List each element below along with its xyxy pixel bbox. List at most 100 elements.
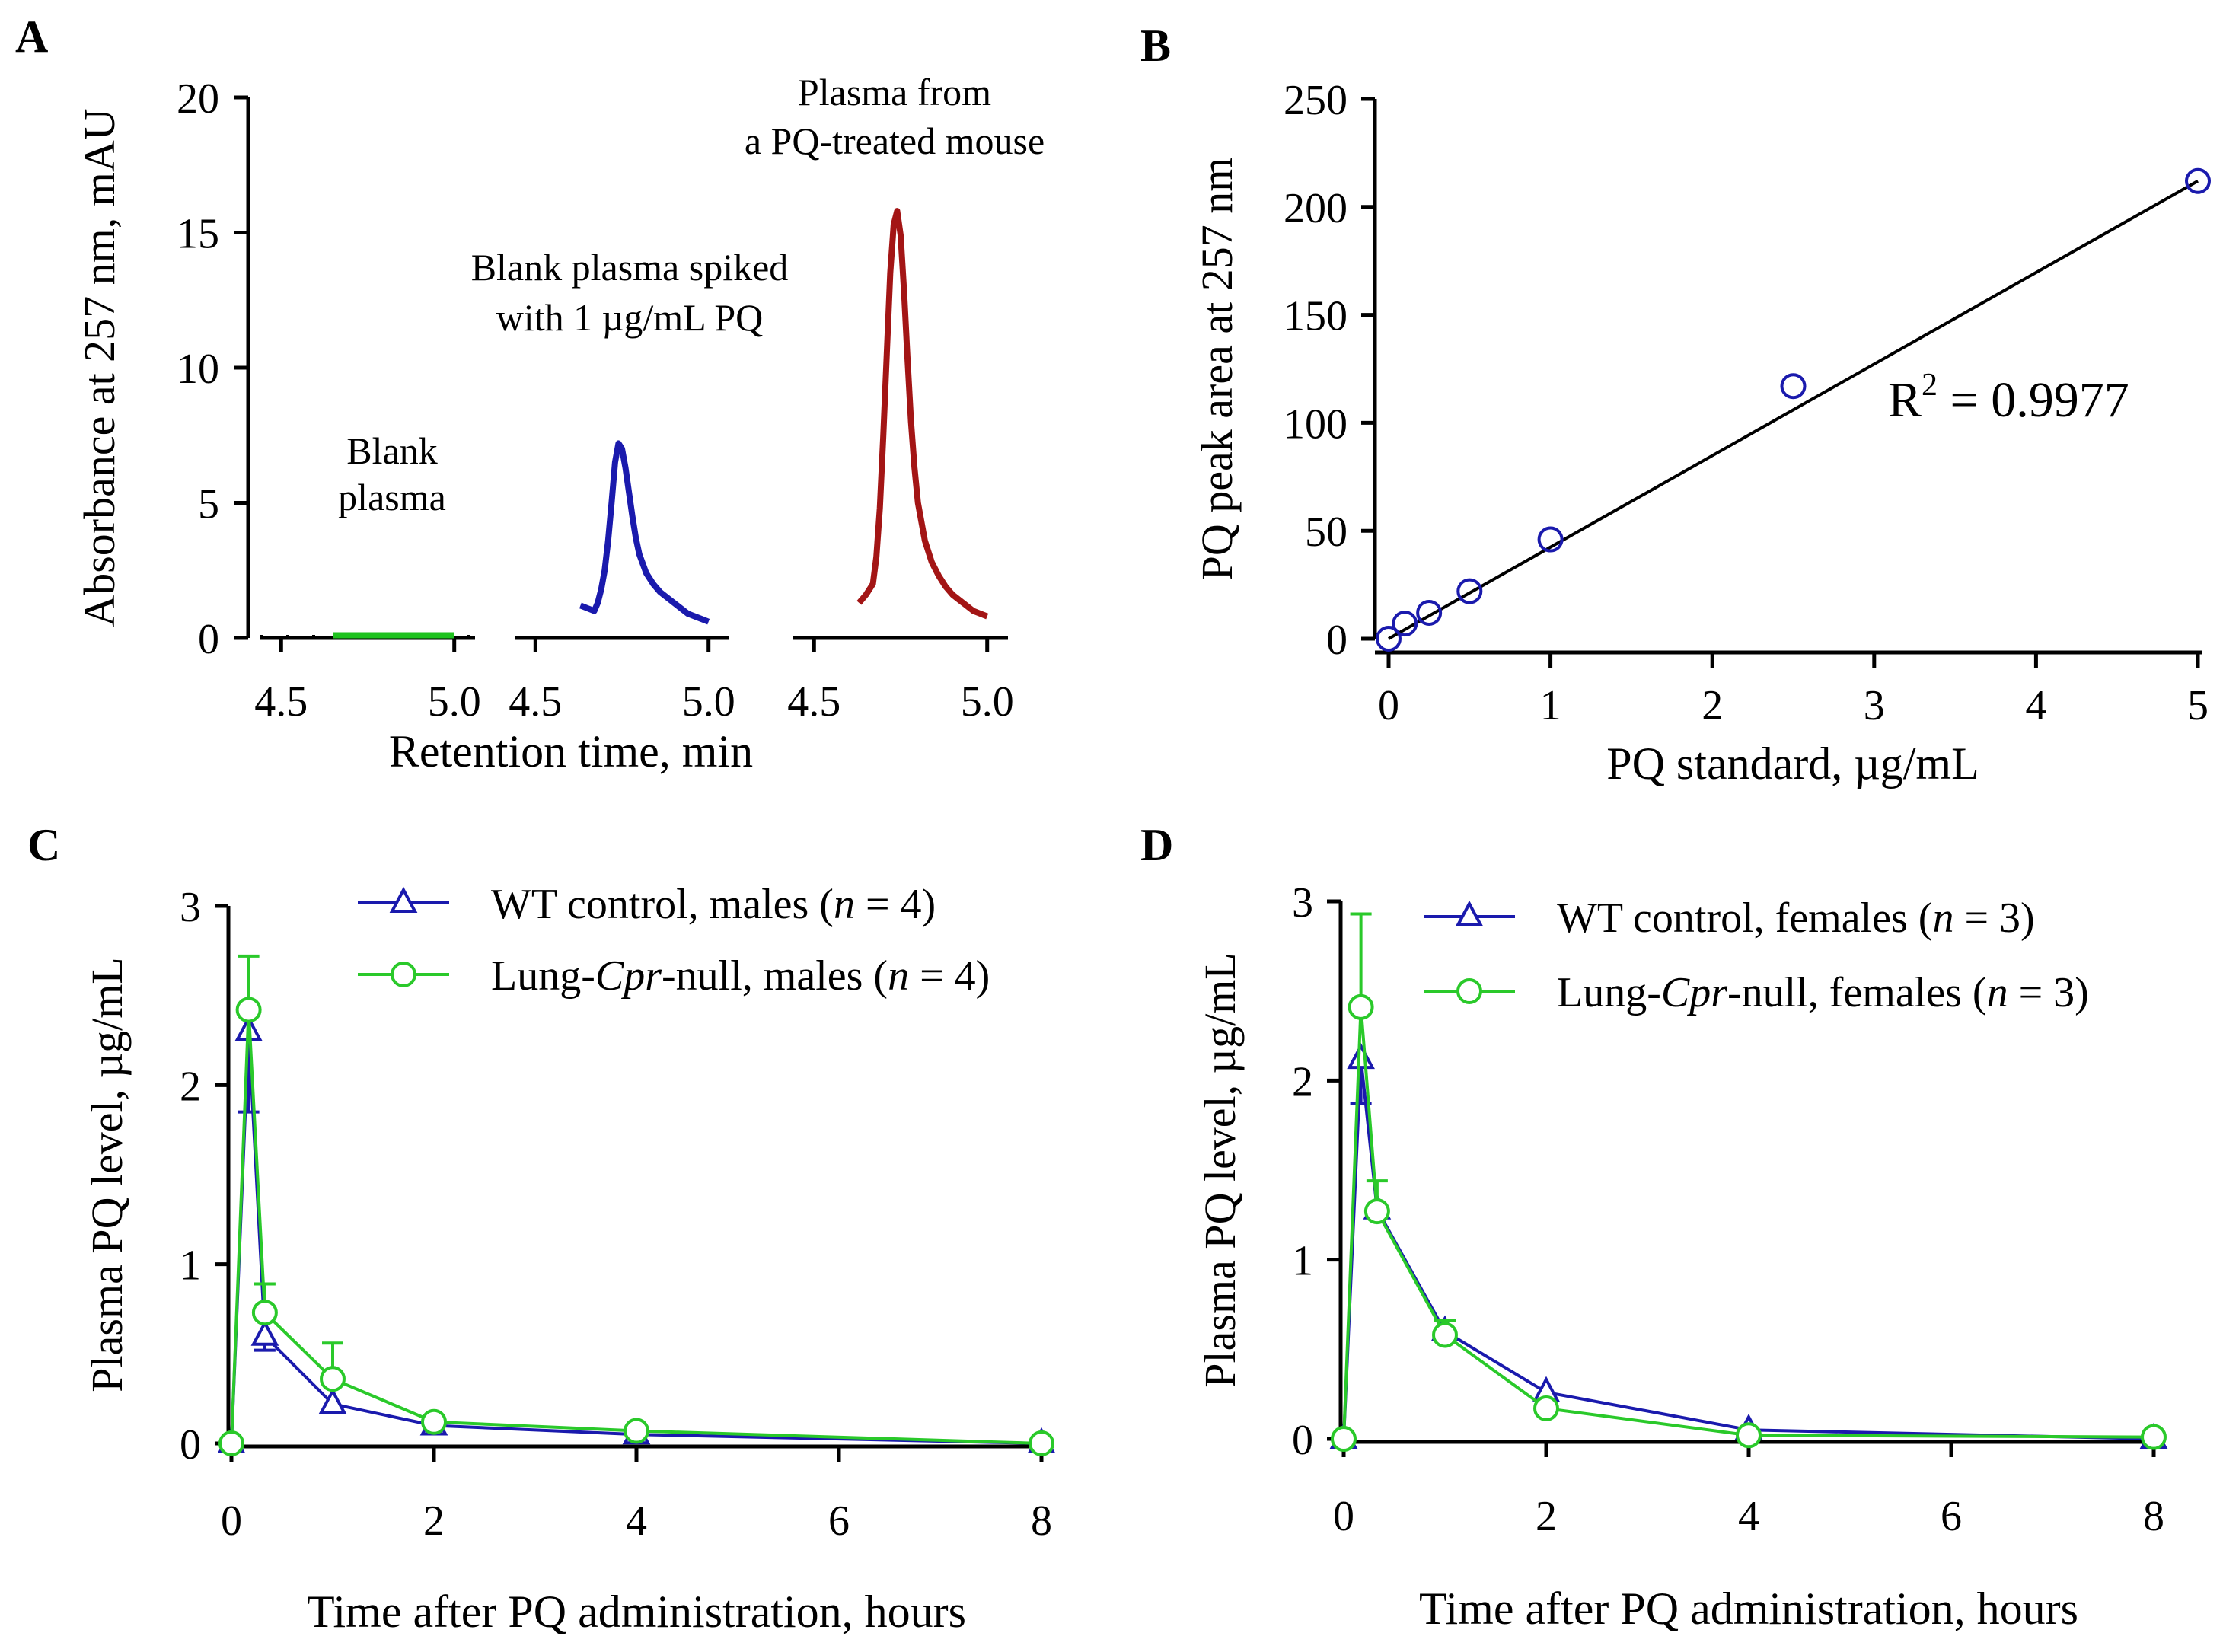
data-point (1416, 599, 1443, 626)
x-tick-label: 4.5 (787, 678, 840, 726)
legend-text: WT control, females ( (1557, 895, 1932, 942)
y-tick-label: 200 (1284, 185, 1348, 232)
legend-text: = 4) (909, 952, 990, 1000)
data-point (1347, 1042, 1375, 1070)
x-tick-label: 4.5 (509, 678, 562, 726)
x-tick-label: 3 (1864, 682, 1885, 729)
legend-entry: WT control, males (n = 4) (358, 881, 936, 928)
annotation-line: plasma (338, 476, 446, 518)
annotation-line: Blank (346, 429, 437, 472)
x-tick-label: 2 (1702, 682, 1723, 729)
panel-label-b: B (1140, 21, 1171, 71)
r-squared-r: R (1888, 372, 1922, 428)
legend-marker (391, 962, 416, 987)
legend-text-italic: n (888, 952, 909, 1000)
r-squared-sup: 2 (1922, 368, 1938, 403)
x-tick-label: 6 (1941, 1493, 1962, 1540)
y-tick-label: 50 (1305, 509, 1348, 556)
x-tick-label: 5.0 (961, 678, 1014, 726)
y-tick-label: 1 (180, 1242, 201, 1290)
series-wt-control (1329, 1042, 2168, 1449)
data-point (421, 1408, 447, 1435)
legend-text-italic: Cpr (595, 952, 662, 1000)
panel-b: B 0 50 100 150 200 250 0 1 2 3 4 5 PQ peak area at 25… (1140, 21, 2211, 789)
annotation-line: Plasma from (798, 71, 991, 113)
subpanel-blank: 4.5 5.0 (254, 632, 481, 726)
legend-text: -null, males ( (662, 952, 888, 1000)
y-tick-label: 1 (1292, 1238, 1313, 1285)
x-tick-label: 4 (1738, 1493, 1759, 1540)
panel-c: C 0 1 2 3 0 2 4 6 8 Plasma PQ level, µg/mL Time aft… (27, 820, 1056, 1637)
series-line (230, 1031, 1042, 1445)
legend-text-italic: n (1932, 895, 1953, 942)
legend-text: WT control, males ( (491, 881, 834, 928)
legend-text-italic: n (1987, 969, 2008, 1016)
legend-marker (1456, 978, 1482, 1004)
legend-label: WT control, females (n = 3) (1557, 895, 2035, 942)
x-tick-label: 2 (423, 1497, 445, 1545)
data-point (1537, 526, 1564, 553)
legend-entry: WT control, females (n = 3) (1424, 895, 2035, 942)
x-tick-label: 0 (221, 1497, 242, 1545)
y-tick-label: 10 (177, 346, 219, 393)
subpanel-treated: 4.5 5.0 (787, 208, 1014, 726)
x-tick-label: 5.0 (682, 678, 735, 726)
data-point (624, 1418, 649, 1444)
x-tick-label: 0 (1378, 682, 1399, 729)
x-tick-label: 8 (2143, 1493, 2164, 1540)
x-tick-label: 6 (828, 1497, 850, 1545)
legend-label: Lung-Cpr-null, males (n = 4) (491, 952, 990, 1000)
regression-line (1388, 180, 2199, 640)
data-point (1363, 1198, 1390, 1225)
subpanel-spiked: 4.5 5.0 (509, 440, 735, 726)
x-tick-label: 5 (2187, 682, 2209, 729)
data-point (2141, 1424, 2167, 1450)
data-point (1736, 1422, 1762, 1449)
legend-entry: Lung-Cpr-null, females (n = 3) (1424, 969, 2089, 1016)
x-tick-label: 8 (1031, 1497, 1052, 1545)
series-lung-cpr-null (1331, 912, 2167, 1452)
legend-entry: Lung-Cpr-null, males (n = 4) (358, 952, 990, 1000)
legend-text: Lung- (1557, 969, 1661, 1016)
x-tick-label: 2 (1536, 1493, 1557, 1540)
y-tick-label: 0 (180, 1421, 201, 1469)
r-squared-label: R2 = 0.9977 (1888, 368, 2129, 428)
y-tick-label: 20 (177, 75, 219, 123)
y-tick-label: 100 (1284, 400, 1348, 448)
annotation-line: with 1 µg/mL PQ (496, 296, 764, 339)
x-tick-label: 0 (1333, 1493, 1354, 1540)
x-axis-label: Retention time, min (389, 726, 753, 777)
x-axis-label: PQ standard, µg/mL (1606, 738, 1979, 789)
legend-label: WT control, males (n = 4) (491, 881, 936, 928)
chromatogram-trace-spiked (579, 440, 710, 625)
x-tick-label: 1 (1540, 682, 1561, 729)
series-line (1342, 1058, 2154, 1440)
y-axis-label: Plasma PQ level, µg/mL (1195, 952, 1245, 1387)
y-tick-label: 3 (1292, 879, 1313, 926)
y-tick-label: 150 (1284, 293, 1348, 340)
chromatogram-trace-treated (856, 208, 989, 620)
y-tick-label: 3 (180, 884, 201, 931)
panel-d: D 0 1 2 3 0 2 4 6 8 Plasma PQ level, µg/mL Time aft… (1140, 820, 2168, 1634)
y-tick-label: 250 (1284, 77, 1348, 124)
y-axis-label: Absorbance at 257 nm, mAU (75, 108, 124, 627)
legend-marker (1455, 900, 1484, 926)
series-lung-cpr-null (218, 954, 1054, 1456)
data-point (251, 1300, 278, 1326)
data-point (1348, 993, 1374, 1020)
data-point (1533, 1395, 1559, 1421)
series-line (1342, 1006, 2154, 1440)
x-axis-label: Time after PQ administration, hours (307, 1587, 966, 1637)
panel-label-c: C (27, 820, 60, 870)
data-point (1432, 1322, 1458, 1348)
series-line (230, 1009, 1042, 1445)
data-point (235, 997, 262, 1023)
y-tick-label: 5 (198, 481, 219, 528)
panel-a: A 0 5 10 15 20 Absorbance at 257 nm, mAU Retent… (15, 11, 1045, 777)
annotation-line: Blank plasma spiked (471, 246, 789, 289)
y-tick-label: 0 (198, 616, 219, 663)
legend-text: = 3) (2008, 969, 2089, 1016)
x-tick-label: 4 (2025, 682, 2046, 729)
y-tick-label: 0 (1292, 1417, 1313, 1464)
x-tick-label: 4 (626, 1497, 647, 1545)
